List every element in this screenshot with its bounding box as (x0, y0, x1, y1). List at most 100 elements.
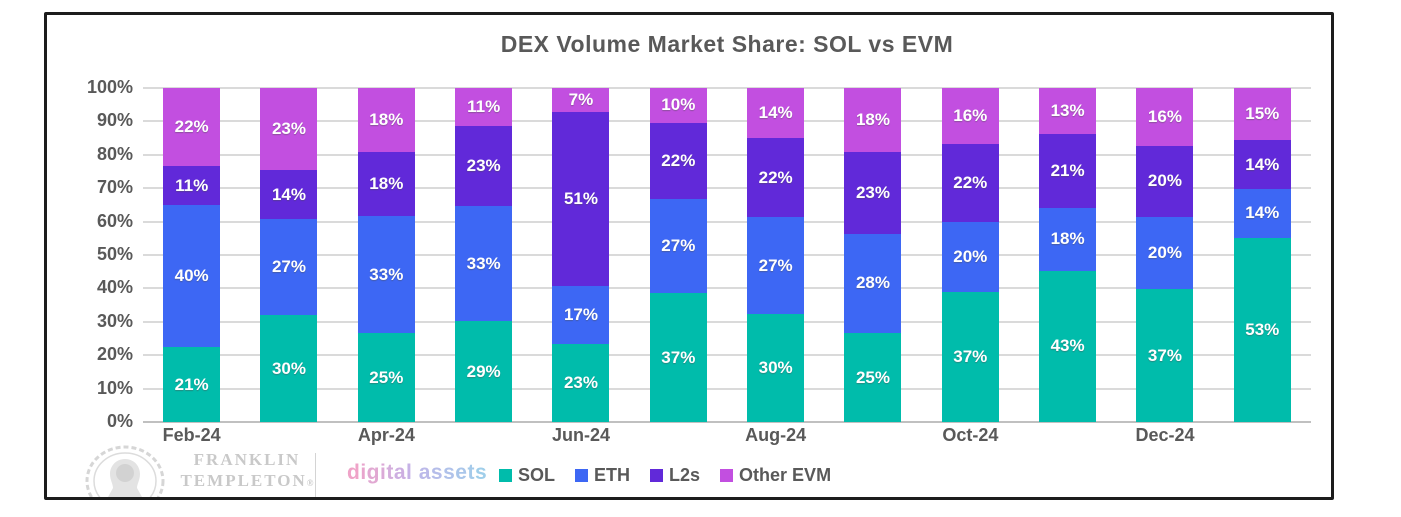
bar-value-label: 23% (563, 372, 598, 392)
bar-segment-other-evm: 7% (552, 88, 610, 112)
bar-value-label: 37% (1147, 345, 1182, 365)
bar-segment-l2s: 20% (1136, 145, 1194, 218)
bar-value-label: 22% (661, 151, 696, 171)
legend-item-other-evm: Other EVM (720, 465, 831, 486)
bar-segment-other-evm: 18% (357, 88, 415, 152)
bar-value-label: 22% (953, 172, 988, 192)
bar-value-label: 11% (467, 97, 501, 117)
bar-value-label: 14% (1245, 154, 1280, 174)
gridline (143, 421, 1311, 423)
gridline (143, 120, 1311, 123)
bar-column: 23% 17% 51% 7% (552, 88, 610, 422)
y-axis-tick-label: 20% (96, 344, 133, 365)
bar-segment-sol: 37% (649, 293, 707, 422)
bar-slot: 43% 18% 21% 13% (1019, 88, 1116, 422)
bar-segment-sol: 29% (455, 321, 513, 422)
bar-value-label: 29% (466, 361, 501, 381)
bar-value-label: 37% (953, 346, 988, 366)
bar-value-label: 14% (758, 103, 793, 123)
bar-segment-l2s: 18% (357, 151, 415, 216)
bar-segment-other-evm: 18% (844, 88, 902, 152)
bar-value-label: 27% (271, 257, 306, 277)
bar-value-label: 18% (369, 109, 404, 129)
bar-value-label: 21% (1050, 160, 1085, 180)
legend-item-sol: SOL (499, 465, 555, 486)
gridline (143, 387, 1311, 390)
bar-value-label: 14% (1245, 203, 1280, 223)
bar-column: 37% 20% 22% 16% (941, 88, 999, 422)
y-axis-tick-label: 70% (96, 177, 133, 198)
bar-value-label: 18% (369, 173, 404, 193)
x-axis-tick-label: Jun-24 (551, 425, 611, 445)
bar-slot: 37% 27% 22% 10% (630, 88, 727, 422)
bar-segment-other-evm: 13% (1039, 88, 1097, 134)
bar-segment-eth: 14% (1233, 188, 1291, 238)
legend-label: SOL (518, 464, 556, 485)
x-axis-tick-label: Apr-24 (357, 425, 415, 445)
gridline (143, 354, 1311, 357)
bar-segment-other-evm: 15% (1233, 88, 1291, 141)
y-axis-tick-label: 50% (96, 244, 133, 264)
bar-value-label: 17% (563, 304, 598, 324)
registered-trademark-icon: ® (306, 478, 314, 488)
bar-slot: 30% 27% 14% 23% (240, 88, 337, 422)
y-axis-tick-label: 0% (106, 411, 133, 431)
bar-value-label: 27% (661, 236, 696, 256)
bar-value-label: 37% (661, 347, 696, 367)
bar-segment-eth: 27% (747, 217, 805, 315)
bar-segment-other-evm: 22% (163, 88, 221, 167)
bar-value-label: 11% (175, 175, 209, 195)
bars: 21% 40% 11% 22% 30% 27% 14% 23% 25% 33% 18% 18% 29% 3… (143, 88, 1311, 422)
gridline (143, 287, 1311, 290)
legend-item-eth: ETH (575, 465, 630, 486)
gridline (143, 220, 1311, 223)
bar-value-label: 18% (1050, 229, 1085, 249)
y-axis-tick-label: 10% (96, 377, 133, 398)
bar-value-label: 25% (369, 367, 404, 387)
bar-column: 53% 14% 14% 15% (1233, 88, 1291, 422)
bar-segment-l2s: 23% (455, 126, 513, 207)
bar-segment-other-evm: 10% (649, 88, 707, 123)
bar-segment-sol: 25% (844, 333, 902, 422)
bar-value-label: 18% (855, 109, 890, 129)
y-axis-tick-label: 30% (96, 310, 133, 331)
bar-column: 29% 33% 23% 11% (455, 88, 513, 422)
bar-value-label: 23% (271, 118, 306, 138)
bar-value-label: 13% (1050, 100, 1085, 120)
bar-segment-l2s: 14% (260, 169, 318, 220)
bar-value-label: 20% (953, 246, 988, 266)
bar-value-label: 30% (758, 358, 793, 378)
x-axis-tick-label: Oct-24 (942, 425, 999, 445)
bar-segment-l2s: 22% (941, 144, 999, 222)
bar-value-label: 20% (1147, 171, 1182, 191)
legend-item-l2s: L2s (650, 465, 700, 486)
bar-segment-sol: 53% (1233, 237, 1291, 422)
bar-segment-l2s: 22% (649, 122, 707, 200)
franklin-templeton-wordmark: FRANKLIN TEMPLETON® (163, 449, 331, 494)
bar-segment-eth: 20% (941, 221, 999, 292)
bar-column: 43% 18% 21% 13% (1039, 88, 1097, 422)
bar-segment-sol: 30% (260, 315, 318, 422)
gridline (143, 153, 1311, 156)
bar-slot: 25% 33% 18% 18% (338, 88, 435, 422)
gridline (143, 320, 1311, 323)
legend-swatch-icon (650, 468, 664, 482)
brand-divider (315, 453, 316, 497)
bar-segment-l2s: 11% (163, 166, 221, 206)
bar-segment-eth: 27% (260, 219, 318, 316)
bar-column: 30% 27% 14% 23% (260, 88, 318, 422)
bar-segment-eth: 33% (455, 206, 513, 322)
y-axis-tick-label: 80% (96, 143, 133, 164)
bar-column: 25% 28% 23% 18% (844, 88, 902, 422)
legend-label: Other EVM (739, 464, 832, 485)
franklin-templeton-logo (81, 443, 169, 497)
bar-value-label: 25% (855, 367, 890, 387)
bar-segment-sol: 25% (357, 333, 415, 422)
bar-slot: 37% 20% 20% 16% (1116, 88, 1213, 422)
bar-value-label: 33% (369, 264, 404, 284)
bar-slot: 21% 40% 11% 22% (143, 88, 240, 422)
bar-slot: 30% 27% 22% 14% (727, 88, 824, 422)
bar-value-label: 30% (271, 358, 306, 378)
bar-segment-sol: 21% (163, 347, 221, 422)
bar-segment-eth: 18% (1039, 207, 1097, 271)
